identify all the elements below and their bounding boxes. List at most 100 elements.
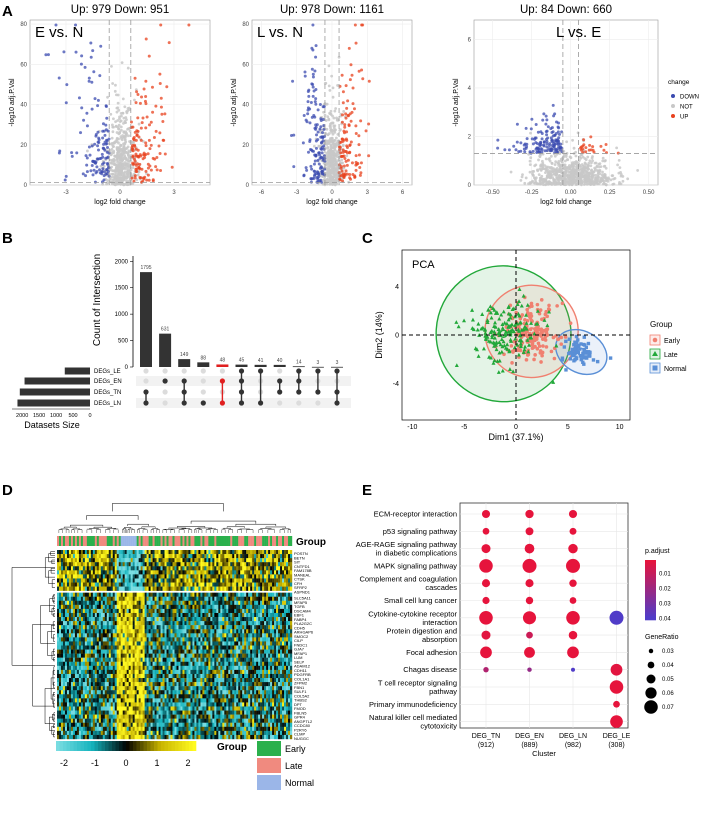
volcano-point-not <box>327 64 331 68</box>
heatmap-cell <box>68 608 72 614</box>
heatmap-cell <box>200 586 203 591</box>
volcano-point-down <box>550 138 554 142</box>
heatmap-cell <box>114 566 117 571</box>
volcano-point-down <box>314 125 318 129</box>
heatmap-cell <box>202 592 205 597</box>
volcano-point-not <box>621 175 625 178</box>
volcano-point-not <box>335 163 338 167</box>
heatmap-cell <box>136 550 139 555</box>
heatmap-cell <box>232 574 235 579</box>
volcano-point-not <box>338 129 342 132</box>
heatmap-cell <box>256 596 259 601</box>
heatmap-cell <box>212 558 215 563</box>
heatmap-cell <box>214 574 217 579</box>
heatmap-cell <box>176 554 179 559</box>
heatmap-cell <box>76 570 80 575</box>
group-annotation-cell <box>194 536 197 546</box>
heatmap-cell <box>288 554 291 559</box>
volcano-point-down <box>556 121 560 125</box>
heatmap-cell <box>72 574 76 579</box>
heatmap-cell <box>138 592 141 597</box>
heatmap-cell <box>68 554 72 559</box>
volcano-point-not <box>127 162 130 166</box>
heatmap-cell <box>264 550 267 555</box>
heatmap-cell <box>206 574 209 579</box>
volcano-point-down <box>306 100 310 104</box>
heatmap-cell <box>188 592 191 597</box>
heatmap-cell <box>230 574 233 579</box>
volcano-point-not <box>336 132 340 136</box>
group-annotation-cell <box>70 536 74 546</box>
heatmap-cell <box>146 604 149 610</box>
heatmap-cell <box>270 566 273 571</box>
heatmap-cell <box>270 574 273 579</box>
x-tick-label: 5 <box>566 424 570 431</box>
x-tick-label: -5 <box>461 424 467 431</box>
volcano-point-not <box>334 136 338 140</box>
volcano-point-down <box>57 76 61 80</box>
group-annotation-cell <box>254 536 257 546</box>
heatmap-cell <box>278 558 281 563</box>
volcano-point-down <box>507 148 511 152</box>
volcano-point-up <box>133 159 137 163</box>
group-annotation-cell <box>64 536 68 546</box>
volcano-point-down <box>545 139 549 143</box>
heatmap-cell <box>150 586 153 591</box>
group-annotation-cell <box>178 536 181 546</box>
heatmap-cell <box>104 558 107 563</box>
heatmap-cell <box>242 596 245 601</box>
group-annotation-cell <box>68 536 72 546</box>
heatmap-cell <box>62 596 66 601</box>
volcano-point-down <box>536 142 540 146</box>
volcano-point-up <box>348 150 352 154</box>
volcano-point-not <box>115 181 119 185</box>
heatmap-cell <box>214 600 217 606</box>
volcano-point-down <box>102 170 106 174</box>
matrix-dot-off <box>219 368 225 374</box>
heatmap-cell <box>210 586 213 591</box>
heatmap-cell <box>254 574 257 579</box>
volcano-point-up <box>129 125 133 129</box>
heatmap-cell <box>190 596 193 601</box>
volcano-point-up <box>358 173 362 177</box>
pca-point-normal <box>564 368 568 372</box>
volcano-point-up <box>133 174 137 178</box>
volcano-point-not <box>113 89 117 93</box>
dendro-branch <box>124 527 132 529</box>
heatmap-cell <box>98 592 102 597</box>
heatmap-cell <box>60 596 64 601</box>
dendro-branch <box>93 526 113 529</box>
heatmap-cell <box>240 600 243 606</box>
heatmap-cell <box>74 570 78 575</box>
heatmap-cell <box>200 554 203 559</box>
volcano-point-not <box>568 177 572 181</box>
heatmap-cell <box>134 578 137 583</box>
volcano-point-not <box>126 66 130 70</box>
heatmap-cell <box>172 600 175 606</box>
group-annotation-cell <box>140 536 143 546</box>
heatmap-cell <box>240 592 243 597</box>
heatmap-cell <box>196 550 199 555</box>
heatmap-cell <box>232 596 235 601</box>
volcano-point-down <box>87 79 91 83</box>
heatmap-cell <box>188 562 191 567</box>
heatmap-cell <box>64 578 68 583</box>
heatmap-cell <box>184 582 187 587</box>
heatmap-cell <box>154 574 157 579</box>
heatmap-cell <box>126 608 129 614</box>
volcano-point-not <box>586 165 590 169</box>
heatmap-cell <box>132 600 135 606</box>
heatmap-cell <box>118 608 121 614</box>
heatmap-cell <box>288 562 291 567</box>
heatmap-cell <box>108 570 111 575</box>
heatmap-cell <box>152 562 155 567</box>
heatmap-cell <box>224 570 227 575</box>
volcano-point-up <box>599 144 603 148</box>
heatmap-cell <box>162 574 165 579</box>
volcano-point-not <box>601 178 605 182</box>
heatmap-cell <box>96 566 100 571</box>
heatmap-cell <box>142 578 145 583</box>
heatmap-cell <box>92 550 96 555</box>
heatmap-cell <box>220 600 223 606</box>
heatmap-cell <box>228 570 231 575</box>
